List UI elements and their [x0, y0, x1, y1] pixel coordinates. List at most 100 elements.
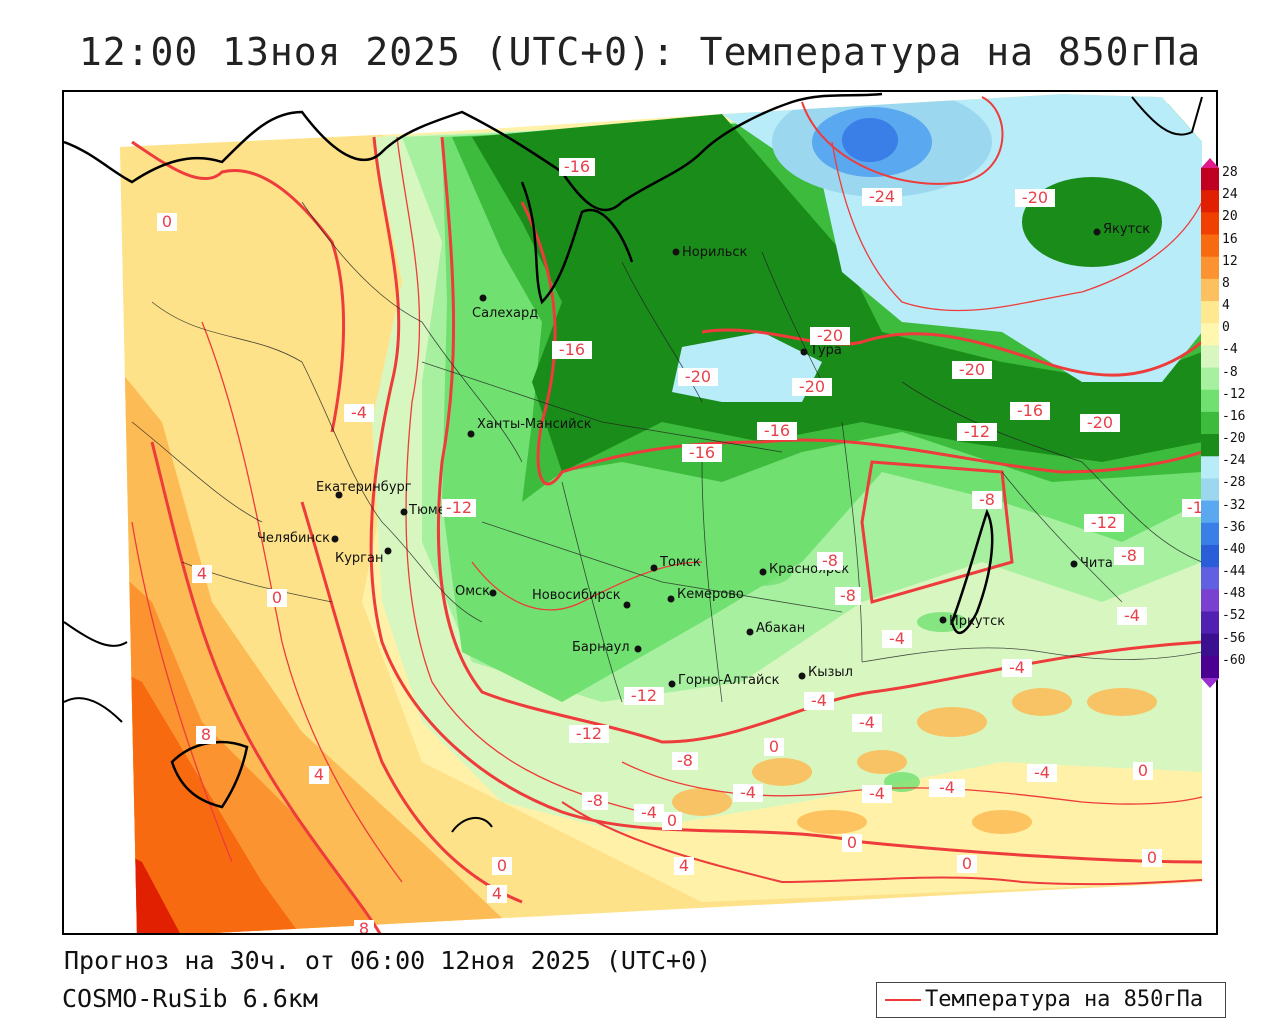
- isotherm-label: -12: [624, 686, 664, 705]
- svg-text:-8: -8: [822, 551, 838, 570]
- city-markers: Норильск Якутск Салехард Тура Ханты-Манс…: [257, 222, 1150, 688]
- isotherm-label: 0: [957, 854, 977, 873]
- city-gorno-altaysk[interactable]: Горно-Алтайск: [668, 673, 780, 688]
- color-scale-tick-label: -40: [1222, 541, 1246, 557]
- city-yekaterinburg[interactable]: Екатеринбург: [316, 480, 412, 499]
- color-scale-cell: [1201, 389, 1219, 413]
- city-irkutsk[interactable]: Иркутск: [939, 614, 1006, 629]
- svg-text:-20: -20: [1087, 413, 1113, 432]
- isotherm-label: -12: [1084, 513, 1124, 532]
- city-norilsk[interactable]: Норильск: [672, 245, 748, 260]
- isotherm-label: 4: [487, 884, 507, 903]
- isotherm-label: -16: [559, 157, 595, 176]
- svg-text:-12: -12: [446, 498, 472, 517]
- svg-text:0: 0: [847, 833, 857, 852]
- color-scale-tick-label: 8: [1222, 275, 1230, 291]
- svg-text:-4: -4: [869, 784, 885, 803]
- svg-text:-8: -8: [677, 751, 693, 770]
- svg-text:Екатеринбург: Екатеринбург: [316, 480, 412, 495]
- svg-text:0: 0: [769, 737, 779, 756]
- coastline-borders: [64, 92, 1203, 833]
- svg-text:-4: -4: [1124, 606, 1140, 625]
- isotherm-label: -4: [344, 403, 374, 422]
- svg-text:4: 4: [679, 856, 689, 875]
- svg-text:-20: -20: [1022, 188, 1048, 207]
- city-tomsk[interactable]: Томск: [650, 555, 701, 572]
- svg-text:Якутск: Якутск: [1103, 222, 1150, 237]
- color-scale-cell: [1201, 234, 1219, 258]
- svg-text:Кемерово: Кемерово: [677, 587, 744, 602]
- map-panel[interactable]: Норильск Якутск Салехард Тура Ханты-Манс…: [62, 90, 1218, 935]
- color-scale-cell: [1201, 256, 1219, 280]
- svg-text:Ханты-Мансийск: Ханты-Мансийск: [477, 417, 592, 432]
- color-scale-top-triangle: [1201, 158, 1219, 168]
- svg-text:Чита: Чита: [1080, 556, 1113, 571]
- svg-text:-20: -20: [685, 367, 711, 386]
- city-kyzyl[interactable]: Кызыл: [798, 665, 853, 680]
- isotherm-label: 0: [1142, 848, 1162, 867]
- color-scale-tick-label: -44: [1222, 564, 1246, 580]
- isotherm-label: -16: [682, 443, 722, 462]
- color-scale-cell: [1201, 633, 1219, 657]
- chart-title: 12:00 13ноя 2025 (UTC+0): Температура на…: [78, 30, 1202, 74]
- city-omsk[interactable]: Омск: [455, 584, 497, 599]
- isotherm-label: -4: [882, 629, 912, 648]
- color-scale-cell: [1201, 567, 1219, 590]
- city-barnaul[interactable]: Барнаул: [572, 640, 642, 655]
- svg-text:4: 4: [197, 564, 207, 583]
- city-abakan[interactable]: Абакан: [746, 621, 806, 636]
- svg-text:Челябинск: Челябинск: [257, 531, 330, 546]
- svg-text:-24: -24: [869, 187, 895, 206]
- city-tura[interactable]: Тура: [800, 343, 842, 358]
- svg-text:-12: -12: [1091, 513, 1117, 532]
- color-scale-cell: [1201, 655, 1219, 679]
- svg-text:-4: -4: [859, 713, 875, 732]
- svg-text:0: 0: [272, 588, 282, 607]
- color-scale-cell: [1201, 522, 1219, 546]
- svg-text:Омск: Омск: [455, 584, 490, 599]
- temperature-map: Норильск Якутск Салехард Тура Ханты-Манс…: [64, 92, 1216, 935]
- city-salekhard[interactable]: Салехард: [472, 294, 538, 322]
- isotherm-label: -12: [569, 724, 609, 743]
- isotherm-label: 4: [309, 765, 329, 784]
- city-kurgan[interactable]: Курган: [335, 547, 392, 567]
- svg-text:8: 8: [359, 919, 369, 935]
- svg-text:0: 0: [1147, 848, 1157, 867]
- admin-boundaries: [131, 201, 1203, 703]
- city-chelyabinsk[interactable]: Челябинск: [257, 531, 339, 546]
- svg-text:-12: -12: [631, 686, 657, 705]
- color-scale-cell: [1201, 190, 1219, 213]
- isotherm-label: -8: [1114, 546, 1144, 565]
- isotherm-label: -8: [972, 490, 1002, 509]
- city-novosibirsk[interactable]: Новосибирск: [532, 588, 631, 609]
- svg-text:-12: -12: [964, 422, 990, 441]
- svg-text:-16: -16: [689, 443, 715, 462]
- color-scale-tick-label: -4: [1222, 342, 1238, 358]
- color-scale-tick-label: -32: [1222, 497, 1246, 513]
- svg-text:Кызыл: Кызыл: [808, 665, 853, 680]
- svg-text:-20: -20: [799, 377, 825, 396]
- svg-text:-4: -4: [1034, 763, 1050, 782]
- color-scale-tick-label: 16: [1222, 231, 1238, 247]
- svg-text:-4: -4: [811, 691, 827, 710]
- isotherm-lines: [131, 96, 1203, 933]
- svg-text:-12: -12: [576, 724, 602, 743]
- svg-text:0: 0: [962, 854, 972, 873]
- city-yakutsk[interactable]: Якутск: [1093, 222, 1151, 237]
- isotherm-label: -20: [792, 377, 832, 396]
- city-chita[interactable]: Чита: [1070, 556, 1113, 571]
- color-scale-tick-label: 4: [1222, 298, 1230, 314]
- svg-text:-4: -4: [641, 803, 657, 822]
- color-scale-cell: [1201, 611, 1219, 635]
- city-kemerovo[interactable]: Кемерово: [667, 587, 744, 603]
- forecast-info: Прогноз на 30ч. от 06:00 12ноя 2025 (UTC…: [64, 946, 712, 975]
- color-scale-tick-label: -12: [1222, 386, 1246, 402]
- isotherm-label: -16: [757, 421, 797, 440]
- svg-text:-4: -4: [889, 629, 905, 648]
- color-scale-tick-label: 24: [1222, 187, 1238, 203]
- svg-text:-16: -16: [559, 340, 585, 359]
- legend-line-sample: [885, 999, 921, 1001]
- svg-text:-16: -16: [764, 421, 790, 440]
- svg-text:Абакан: Абакан: [756, 621, 805, 636]
- city-khanty-mansiysk[interactable]: Ханты-Мансийск: [467, 417, 592, 438]
